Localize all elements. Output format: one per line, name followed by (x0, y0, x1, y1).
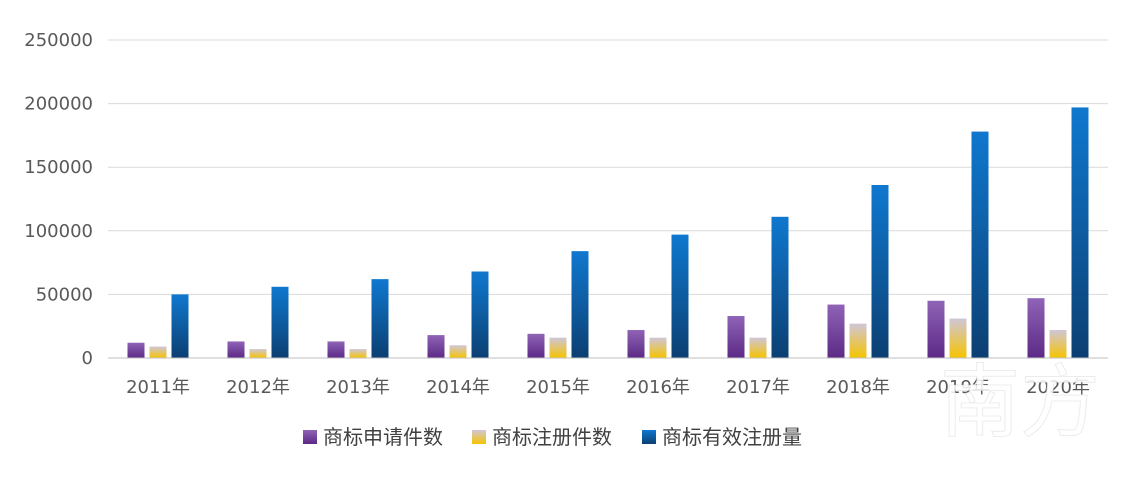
bar (471, 271, 489, 358)
bar (371, 279, 389, 358)
x-tick-label: 2012年 (226, 377, 290, 398)
bar (871, 185, 889, 358)
x-tick-label: 2017年 (726, 377, 790, 398)
y-tick-label: 50000 (36, 284, 93, 305)
bar (1049, 330, 1067, 358)
x-tick-label: 2020年 (1026, 377, 1090, 398)
legend-label: 商标注册件数 (492, 425, 612, 449)
legend-label: 商标有效注册量 (662, 425, 802, 449)
bar (227, 341, 245, 358)
y-tick-label: 150000 (24, 157, 93, 178)
bar (749, 337, 767, 358)
x-tick-label: 2013年 (326, 377, 390, 398)
x-tick-label: 2014年 (426, 377, 490, 398)
y-tick-label: 250000 (24, 30, 93, 51)
bar (1027, 298, 1045, 358)
bar (249, 349, 267, 358)
bar (671, 234, 689, 358)
bar (771, 216, 789, 358)
x-tick-label: 2015年 (526, 377, 590, 398)
bar (827, 304, 845, 358)
bar (149, 346, 167, 358)
y-tick-label: 200000 (24, 94, 93, 115)
bar (127, 342, 145, 358)
bar (849, 323, 867, 358)
bar (571, 251, 589, 358)
bar (349, 349, 367, 358)
y-tick-label: 100000 (24, 221, 93, 242)
bar (527, 333, 545, 358)
gridlines (108, 39, 1108, 295)
bar (727, 316, 745, 358)
legend-swatch (303, 430, 317, 444)
x-tick-label: 2018年 (826, 377, 890, 398)
x-tick-label: 2019年 (926, 377, 990, 398)
x-axis-ticks: 2011年 2012年 2013年 2014年 2015年 2016年 2017年 2018年… (126, 377, 1090, 398)
bar (427, 335, 445, 358)
legend-swatch (642, 430, 656, 444)
bar (549, 337, 567, 358)
x-tick-label: 2016年 (626, 377, 690, 398)
watermark-logo: 南方 (940, 356, 1100, 449)
bar (327, 341, 345, 358)
bar (171, 294, 189, 358)
bar (1071, 107, 1089, 358)
bar (949, 318, 967, 358)
bar (927, 300, 945, 358)
y-tick-label: 0 (82, 348, 93, 369)
legend: 商标申请件数 商标注册件数 商标有效注册量 (303, 425, 802, 449)
y-axis-ticks: 0 50000 100000 150000 200000 250000 (24, 30, 93, 369)
bar (627, 330, 645, 358)
bar (649, 337, 667, 358)
legend-label: 商标申请件数 (323, 425, 443, 449)
x-tick-label: 2011年 (126, 377, 190, 398)
bars (127, 107, 1089, 358)
bar (449, 345, 467, 358)
bar (271, 286, 289, 358)
bar (971, 131, 989, 358)
legend-swatch (472, 430, 486, 444)
